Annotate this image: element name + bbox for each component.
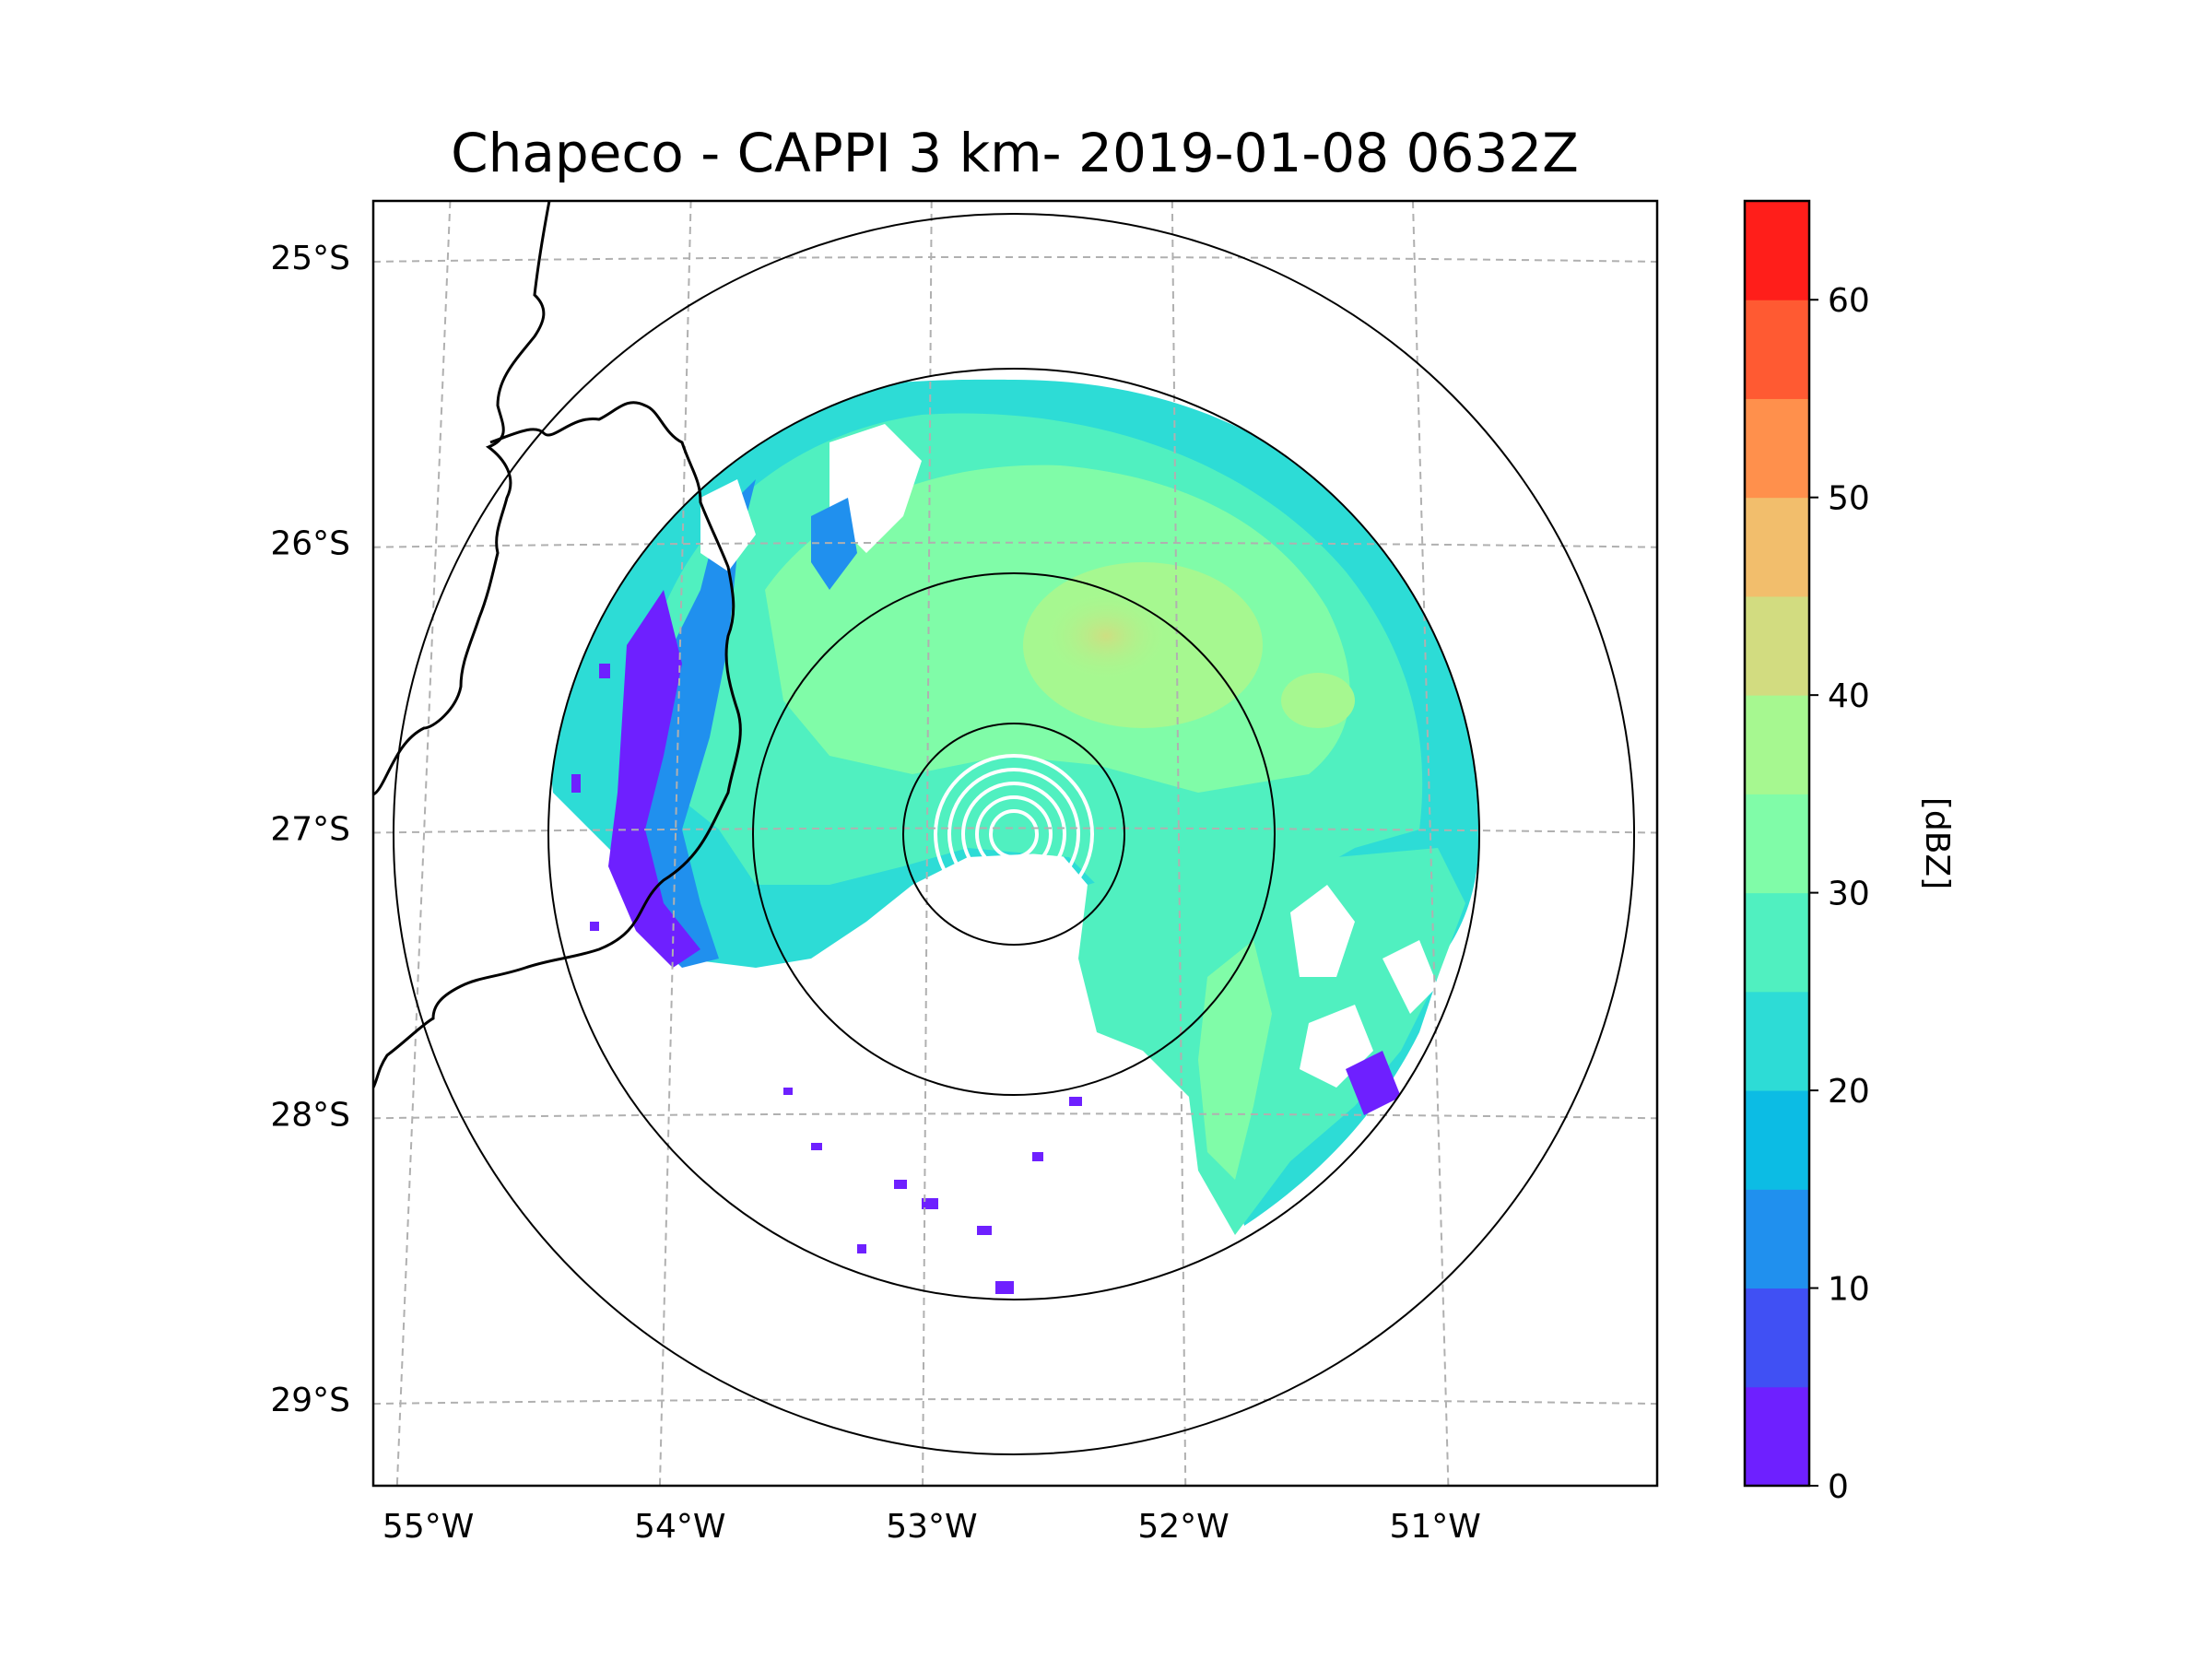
latitude-tick-labels: 25°S 26°S 27°S 28°S 29°S xyxy=(270,240,350,1419)
lat-tick-label: 26°S xyxy=(270,525,350,563)
lat-gridline xyxy=(373,255,1657,263)
lon-tick-label: 53°W xyxy=(886,1508,977,1546)
colorbar-tick-label: 60 xyxy=(1828,282,1870,320)
country-borders xyxy=(373,201,742,1088)
colorbar-segment xyxy=(1745,201,1809,300)
page-title: Chapeco - CAPPI 3 km- 2019-01-08 0632Z xyxy=(451,122,1579,184)
colorbar-tick-label: 0 xyxy=(1828,1468,1849,1506)
colorbar-segment xyxy=(1745,497,1809,597)
lon-tick-label: 52°W xyxy=(1137,1508,1229,1546)
colorbar-segment xyxy=(1745,991,1809,1091)
colorbar-tick-label: 40 xyxy=(1828,677,1870,715)
lon-tick-label: 51°W xyxy=(1389,1508,1480,1546)
colorbar-segment xyxy=(1745,1090,1809,1190)
range-rings xyxy=(393,213,1635,1455)
colorbar-tick-label: 20 xyxy=(1828,1073,1870,1111)
colorbar-tick-label: 10 xyxy=(1828,1271,1870,1309)
lat-gridline xyxy=(373,1398,1657,1406)
reflectivity-field xyxy=(548,379,1479,1294)
colorbar-segment xyxy=(1745,595,1809,696)
lon-tick-label: 54°W xyxy=(634,1508,725,1546)
lon-gridline xyxy=(658,201,692,1486)
lat-tick-label: 27°S xyxy=(270,811,350,849)
lat-tick-label: 28°S xyxy=(270,1096,350,1134)
lon-gridline xyxy=(1411,201,1450,1486)
colorbar-segment xyxy=(1745,794,1809,894)
colorbar-segment xyxy=(1745,695,1809,794)
colorbar-frame xyxy=(1743,199,1811,1488)
colorbar-segment xyxy=(1745,1386,1809,1487)
longitude-tick-labels: 55°W 54°W 53°W 52°W 51°W xyxy=(382,1508,1481,1546)
colorbar-segment xyxy=(1745,1189,1809,1289)
lat-gridline xyxy=(373,1112,1657,1120)
colorbar-label: [dBZ] xyxy=(1918,797,1956,889)
colorbar-segment xyxy=(1745,892,1809,993)
lon-tick-label: 55°W xyxy=(382,1508,474,1546)
lat-tick-label: 25°S xyxy=(270,240,350,277)
lat-tick-label: 29°S xyxy=(270,1382,350,1419)
plot-frame xyxy=(371,199,1659,1488)
colorbar: 0 10 20 30 40 50 60 [dBZ] xyxy=(1743,199,1956,1506)
colorbar-segment xyxy=(1745,1288,1809,1388)
colorbar-segment xyxy=(1745,300,1809,399)
colorbar-tick-label: 50 xyxy=(1828,480,1870,518)
colorbar-segment xyxy=(1745,398,1809,499)
colorbar-tick-label: 30 xyxy=(1828,876,1870,913)
lon-gridline xyxy=(395,201,452,1486)
gridlines xyxy=(373,201,1657,1486)
